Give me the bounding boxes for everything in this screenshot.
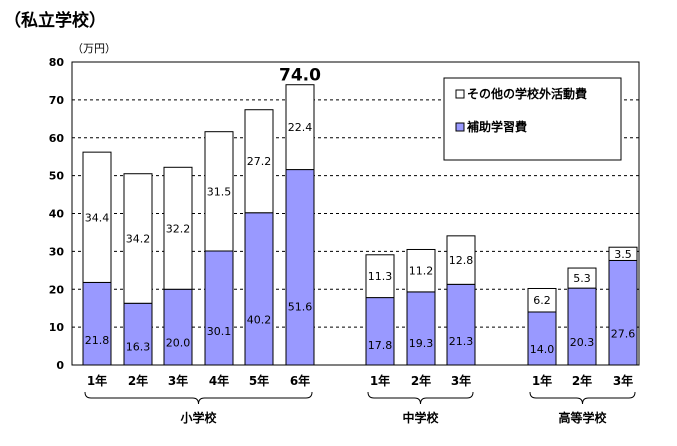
bar-segment-その他の学校外活動費 — [365, 254, 395, 299]
bar-segment-補助学習費 — [204, 250, 234, 366]
bar-segment-その他の学校外活動費 — [123, 173, 153, 304]
bar-segment-補助学習費 — [446, 283, 476, 366]
y-tick-label: 80 — [49, 56, 65, 69]
x-category-label: 5年 — [249, 373, 269, 388]
bar-segment-補助学習費 — [123, 302, 153, 366]
bar-segment-その他の学校外活動費 — [608, 246, 638, 261]
bar-segment-その他の学校外活動費 — [204, 131, 234, 252]
gridlines — [72, 99, 639, 328]
y-axis-ticks: 0 10 20 30 40 50 60 70 80 — [49, 56, 65, 372]
x-category-label: 4年 — [209, 373, 229, 388]
x-category-label: 2年 — [128, 373, 148, 388]
group-bracket — [529, 391, 636, 405]
value-label: 51.6 — [288, 300, 313, 313]
bar-segment-その他の学校外活動費 — [406, 248, 436, 293]
group-brackets: 小学校 中学校 高等学校 — [84, 391, 636, 425]
bar-segment-その他の学校外活動費 — [244, 109, 274, 214]
bars — [82, 84, 638, 366]
value-label: 32.2 — [166, 222, 191, 235]
legend-label: その他の学校外活動費 — [467, 86, 587, 101]
y-tick-label: 10 — [49, 321, 65, 334]
value-label: 20.0 — [166, 336, 191, 349]
value-label: 27.6 — [611, 328, 636, 341]
x-category-label: 2年 — [572, 373, 592, 388]
value-label: 14.0 — [530, 343, 555, 356]
value-label: 3.5 — [614, 248, 632, 261]
x-category-label: 3年 — [451, 373, 471, 388]
value-label: 20.3 — [570, 336, 595, 349]
unit-label: （万円） — [72, 42, 116, 55]
x-category-label: 1年 — [370, 373, 390, 388]
legend-swatch — [455, 89, 465, 99]
y-tick-label: 50 — [49, 170, 65, 183]
value-label: 16.3 — [126, 340, 151, 353]
x-category-label: 1年 — [532, 373, 552, 388]
group-label: 中学校 — [402, 410, 439, 425]
value-label: 19.3 — [409, 337, 434, 350]
chart-title: （私立学校） — [4, 10, 106, 31]
value-label: 6.2 — [533, 294, 551, 307]
bar-segment-その他の学校外活動費 — [82, 151, 112, 283]
value-label: 27.2 — [247, 155, 272, 168]
value-label: 21.8 — [85, 334, 110, 347]
total-label: 74.0 — [279, 66, 321, 86]
value-labels: 21.8 34.4 16.3 34.2 20.0 32.2 30.1 31.5 40.2 27.2… — [85, 66, 636, 356]
bar-segment-補助学習費 — [285, 169, 315, 366]
y-tick-label: 60 — [49, 132, 65, 145]
bar-segment-補助学習費 — [406, 291, 436, 366]
x-category-label: 2年 — [411, 373, 431, 388]
x-category-label: 1年 — [87, 373, 107, 388]
group-label: 高等学校 — [558, 410, 607, 425]
y-tick-label: 20 — [49, 283, 65, 296]
value-label: 34.4 — [85, 211, 110, 224]
y-tick-label: 0 — [56, 359, 64, 372]
legend-swatch — [455, 122, 465, 132]
bar-segment-補助学習費 — [365, 297, 395, 366]
group-bracket — [84, 391, 313, 405]
value-label: 11.3 — [368, 270, 393, 283]
legend-box — [443, 77, 622, 161]
y-tick-label: 70 — [49, 94, 65, 107]
bar-segment-その他の学校外活動費 — [446, 235, 476, 285]
bar-segment-補助学習費 — [82, 281, 112, 366]
value-label: 12.8 — [449, 254, 474, 267]
bar-segment-補助学習費 — [567, 287, 597, 366]
plot-frame — [71, 61, 640, 366]
bar-segment-その他の学校外活動費 — [567, 267, 597, 289]
value-label: 17.8 — [368, 339, 393, 352]
value-label: 5.3 — [573, 272, 591, 285]
value-label: 34.2 — [126, 232, 151, 245]
bar-segment-その他の学校外活動費 — [527, 287, 557, 313]
x-category-label: 6年 — [290, 373, 310, 388]
bar-segment-補助学習費 — [163, 288, 193, 366]
bar-segment-補助学習費 — [244, 212, 274, 366]
bar-segment-その他の学校外活動費 — [285, 84, 315, 171]
y-tick-label: 30 — [49, 245, 65, 258]
value-label: 40.2 — [247, 313, 272, 326]
value-label: 22.4 — [288, 121, 313, 134]
bar-segment-補助学習費 — [527, 311, 557, 366]
value-label: 30.1 — [207, 325, 232, 338]
legend-label: 補助学習費 — [466, 119, 527, 134]
bar-segment-補助学習費 — [608, 259, 638, 366]
y-tick-label: 40 — [49, 208, 65, 221]
bar-segment-その他の学校外活動費 — [163, 166, 193, 290]
value-label: 31.5 — [207, 185, 232, 198]
x-category-label: 3年 — [613, 373, 633, 388]
value-label: 21.3 — [449, 335, 474, 348]
x-axis-categories: 1年 2年 3年 4年 5年 6年 1年 2年 3年 1年 2年 3年 — [87, 373, 633, 388]
group-bracket — [367, 391, 474, 405]
group-label: 小学校 — [180, 410, 217, 425]
value-label: 11.2 — [409, 265, 434, 278]
x-category-label: 3年 — [168, 373, 188, 388]
